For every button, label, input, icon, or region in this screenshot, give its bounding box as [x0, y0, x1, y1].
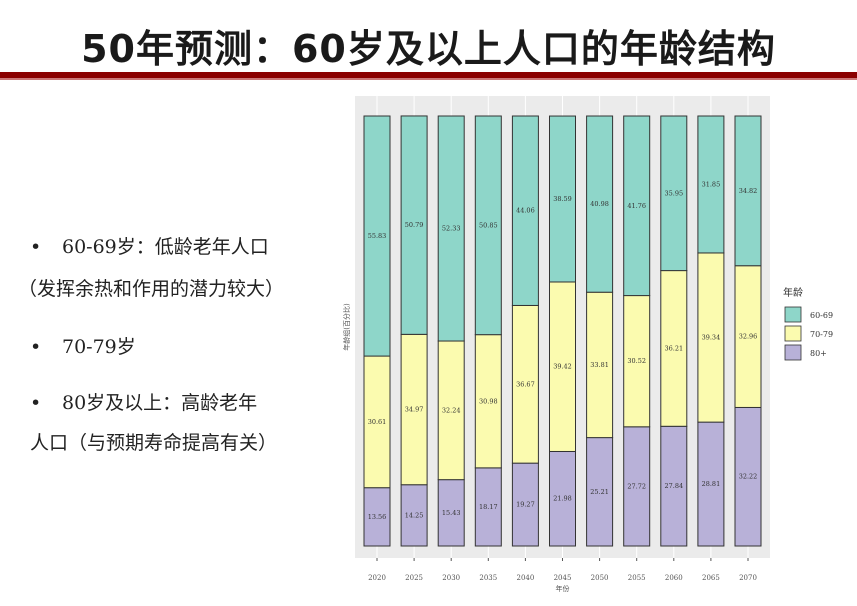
x-tick-label: 2070	[739, 574, 757, 582]
bullet-text: 人口（与预期寿命提高有关）	[30, 432, 278, 454]
slide-title: 50年预测：60岁及以上人口的年龄结构	[81, 27, 776, 71]
bar-segment	[474, 115, 502, 336]
legend-title: 年龄	[783, 286, 803, 299]
x-tick-label: 2045	[554, 574, 572, 582]
data-label: 32.22	[739, 473, 758, 481]
bullet-line-5: 人口（与预期寿命提高有关）	[30, 428, 277, 455]
data-label: 25.21	[590, 488, 609, 496]
bar-segment	[437, 479, 465, 547]
bullet-marker: •	[30, 392, 42, 414]
x-tick-label: 2055	[628, 574, 646, 582]
data-label: 32.96	[739, 333, 758, 341]
bar-segment	[511, 462, 539, 547]
bullet-text: （发挥余热和作用的潜力较大）	[18, 278, 285, 300]
x-tick-label: 2020	[368, 574, 386, 582]
data-label: 30.52	[627, 357, 646, 365]
data-label: 35.95	[664, 189, 683, 197]
data-label: 52.33	[442, 225, 461, 233]
data-label: 14.25	[405, 511, 424, 519]
data-label: 39.42	[553, 363, 572, 371]
data-label: 55.83	[368, 232, 387, 240]
data-label: 27.84	[664, 482, 683, 490]
x-axis-title: 年份	[556, 584, 570, 593]
x-tick-label: 2030	[442, 574, 460, 582]
bullet-line-2: （发挥余热和作用的潜力较大）	[18, 274, 284, 301]
bar-segment	[697, 115, 725, 254]
x-tick-label: 2050	[591, 574, 609, 582]
legend-label: 80+	[810, 349, 827, 358]
bar-segment	[549, 281, 576, 452]
data-label: 27.72	[627, 482, 646, 490]
x-tick-label: 2035	[479, 574, 497, 582]
data-label: 39.34	[702, 334, 721, 342]
bullet-text: 70-79岁	[62, 336, 136, 358]
bar-segment	[400, 333, 428, 486]
data-label: 28.81	[702, 480, 721, 488]
data-label: 36.67	[516, 380, 535, 388]
data-label: 30.61	[368, 418, 387, 426]
bar-segment	[623, 426, 651, 547]
bullet-marker: •	[30, 236, 42, 258]
legend-label: 60-69	[810, 311, 833, 320]
x-tick-label: 2060	[665, 574, 683, 582]
data-label: 15.43	[442, 509, 461, 517]
bullet-line-3: • 70-79岁	[30, 332, 136, 359]
bar-segment	[586, 437, 614, 547]
bar-segment	[586, 115, 614, 293]
data-label: 19.27	[516, 501, 535, 509]
bullet-text: 80岁及以上：高龄老年	[62, 392, 258, 414]
bar-segment	[363, 115, 391, 357]
legend-swatch	[784, 344, 802, 361]
x-tick-label: 2040	[516, 574, 534, 582]
data-label: 50.79	[405, 221, 424, 229]
bar-segment	[400, 115, 428, 335]
bar-segment	[549, 450, 576, 547]
data-label: 50.85	[479, 221, 498, 229]
bar-segment	[549, 115, 576, 283]
bar-segment	[363, 355, 391, 489]
bar-segment	[363, 487, 391, 547]
data-label: 33.81	[590, 361, 609, 369]
data-label: 21.98	[553, 495, 572, 503]
data-label: 41.76	[627, 202, 646, 210]
bullet-marker: •	[30, 336, 42, 358]
data-label: 18.17	[479, 503, 498, 511]
bar-segment	[697, 421, 725, 547]
bar-segment	[474, 467, 502, 547]
data-label: 44.06	[516, 207, 535, 215]
data-label: 13.56	[368, 513, 387, 521]
data-label: 30.98	[479, 397, 498, 405]
x-tick-label: 2025	[405, 574, 423, 582]
bar-segment	[437, 115, 465, 342]
bullet-line-1: • 60-69岁：低龄老年人口	[30, 232, 269, 259]
data-label: 34.82	[739, 187, 758, 195]
bullet-line-4: • 80岁及以上：高龄老年	[30, 388, 257, 415]
data-label: 32.24	[442, 406, 461, 414]
data-label: 34.97	[405, 406, 424, 414]
bar-segment	[660, 115, 688, 272]
y-axis-title: 年龄组(百分比)	[342, 303, 351, 351]
legend-label: 70-79	[810, 330, 833, 339]
bullet-text: 60-69岁：低龄老年人口	[62, 236, 269, 258]
bar-segment	[623, 295, 651, 428]
title-underline-accent	[0, 78, 857, 80]
legend-swatch	[784, 306, 802, 323]
legend-swatch	[784, 325, 802, 342]
bar-segment	[734, 265, 762, 408]
bar-segment	[511, 115, 539, 306]
data-label: 31.85	[702, 180, 721, 188]
bar-segment	[660, 425, 688, 547]
x-tick-label: 2065	[702, 574, 720, 582]
data-label: 40.98	[590, 200, 609, 208]
bar-segment	[474, 334, 502, 469]
bar-segment	[697, 252, 725, 423]
bar-segment	[734, 115, 762, 267]
data-label: 38.59	[553, 195, 572, 203]
title-underline	[0, 72, 857, 78]
bar-segment	[623, 115, 651, 297]
bar-segment	[511, 304, 539, 464]
data-label: 36.21	[664, 344, 683, 352]
